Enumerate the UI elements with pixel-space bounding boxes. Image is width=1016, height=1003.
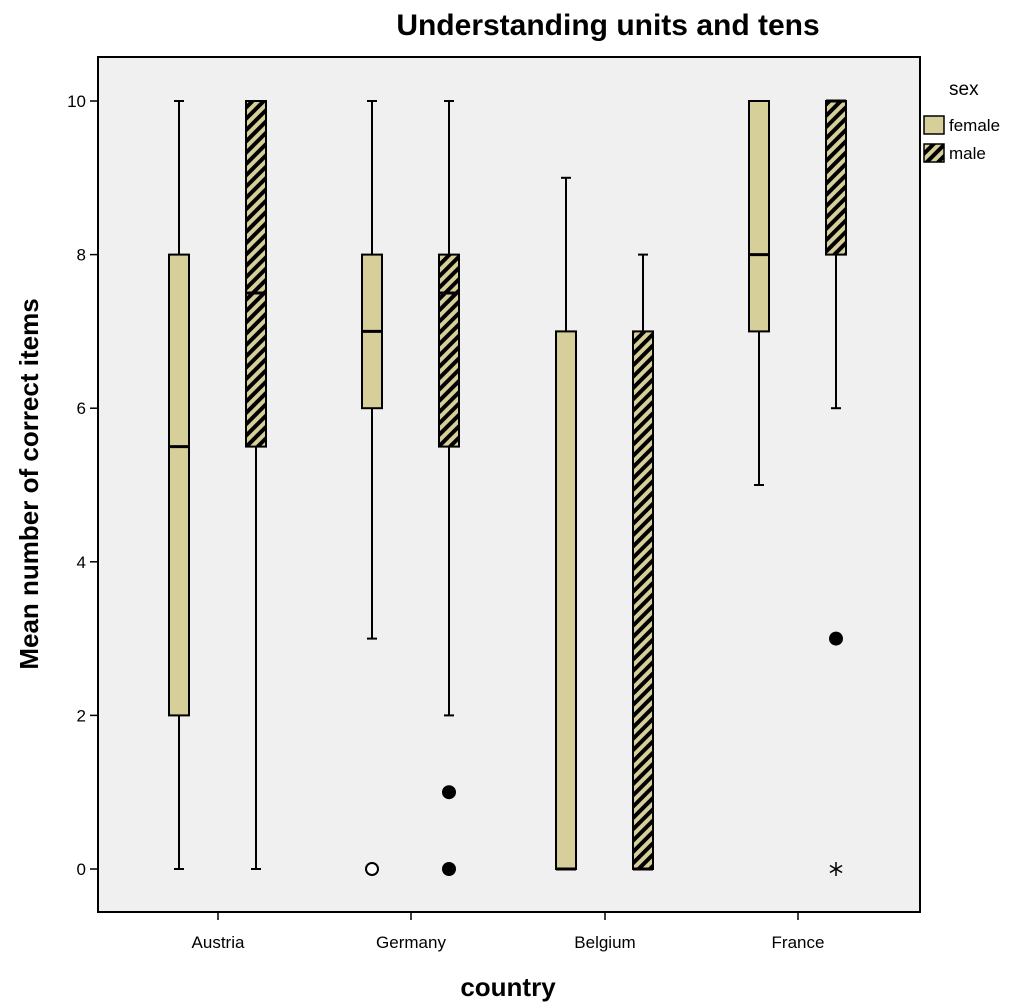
legend-title: sex [949, 79, 979, 100]
iqr-box [748, 100, 770, 333]
x-tick-label: Austria [192, 933, 245, 952]
outlier-filled-circle [442, 785, 456, 800]
y-tick-label: 0 [77, 860, 86, 879]
legend-swatch-female [923, 115, 945, 135]
legend-label-male: male [949, 144, 986, 163]
iqr-box [632, 330, 654, 870]
box-male-austria [245, 100, 267, 870]
iqr-box [438, 253, 460, 448]
outlier-filled-circle [442, 862, 456, 876]
iqr-box [245, 100, 267, 448]
y-tick-label: 2 [77, 706, 86, 725]
legend-label-female: female [949, 116, 1000, 135]
iqr-box [168, 253, 190, 717]
y-axis-title: Mean number of correct items [14, 298, 44, 669]
outlier-open-circle [365, 862, 379, 876]
outlier-asterisk [829, 862, 843, 876]
plot-area [97, 56, 921, 913]
legend-swatch-male [923, 143, 945, 163]
y-tick-label: 8 [77, 246, 86, 265]
iqr-box [555, 330, 577, 870]
iqr-box [825, 100, 847, 256]
box-male-germany [438, 100, 460, 876]
box-male-france [825, 99, 847, 876]
box-group [168, 99, 847, 876]
y-tick-label: 10 [67, 92, 86, 111]
asterisk-stroke [829, 864, 843, 874]
x-axis-title: country [460, 972, 556, 1002]
y-axis: 0 2 4 6 8 10 [67, 92, 98, 879]
box-male-belgium [632, 253, 654, 871]
box-female-france [748, 100, 770, 486]
box-female-belgium [555, 176, 577, 871]
legend: sex female male [923, 79, 1000, 163]
y-tick-label: 4 [77, 553, 86, 572]
outlier-filled-circle [829, 631, 843, 646]
box-female-austria [168, 100, 190, 870]
x-tick-label: Germany [376, 933, 446, 952]
y-tick-label: 6 [77, 399, 86, 418]
x-tick-label: Belgium [574, 933, 635, 952]
x-axis: Austria Germany Belgium France [192, 912, 825, 952]
x-tick-label: France [772, 933, 825, 952]
box-female-germany [361, 100, 383, 876]
chart-title: Understanding units and tens [396, 9, 819, 42]
